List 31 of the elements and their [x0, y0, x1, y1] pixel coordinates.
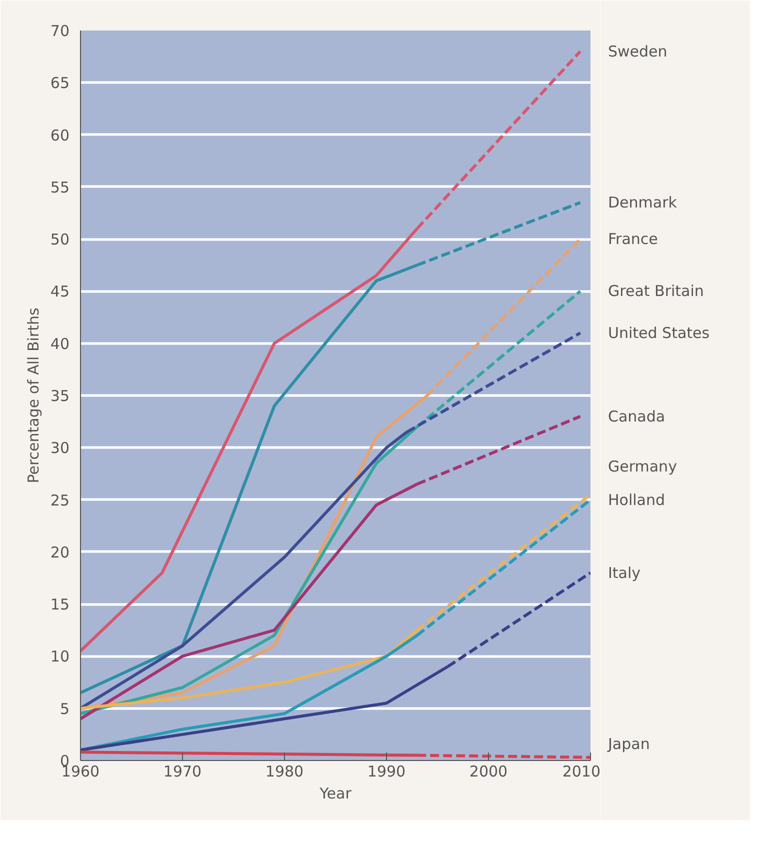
x-tick-label: 1970 [163, 762, 202, 780]
y-tick-label: 45 [50, 282, 70, 301]
series-label: Holland [608, 490, 666, 509]
y-tick-label: 35 [50, 387, 70, 405]
y-tick-label: 25 [50, 491, 70, 510]
y-tick-label: 5 [60, 700, 70, 718]
series-label: Great Britain [608, 282, 704, 300]
x-tick-label: 1980 [265, 762, 304, 780]
y-tick-label: 60 [50, 126, 70, 144]
y-tick-label: 55 [50, 178, 70, 196]
series-label: United States [608, 324, 710, 342]
series-label: Germany [608, 457, 678, 476]
x-axis-title: Year [318, 784, 352, 802]
x-tick-label: 2010 [562, 762, 601, 780]
y-tick-label: 65 [50, 74, 70, 92]
y-tick-label: 10 [50, 648, 70, 666]
series-label: France [608, 230, 658, 248]
y-tick-label: 40 [50, 334, 70, 353]
x-tick-label: 2000 [469, 762, 508, 780]
y-tick-label: 15 [50, 596, 70, 614]
y-axis-title: Percentage of All Births [24, 308, 42, 484]
series-label: Denmark [608, 194, 678, 212]
y-tick-label: 70 [50, 22, 70, 40]
series-label: Italy [608, 564, 641, 582]
series-label: Canada [608, 407, 666, 426]
x-tick-label: 1990 [367, 762, 406, 780]
y-tick-label: 20 [50, 543, 70, 562]
series-label: Sweden [608, 42, 668, 60]
series-label: Japan [607, 734, 650, 753]
y-tick-label: 50 [50, 230, 70, 249]
y-tick-label: 30 [50, 439, 70, 458]
